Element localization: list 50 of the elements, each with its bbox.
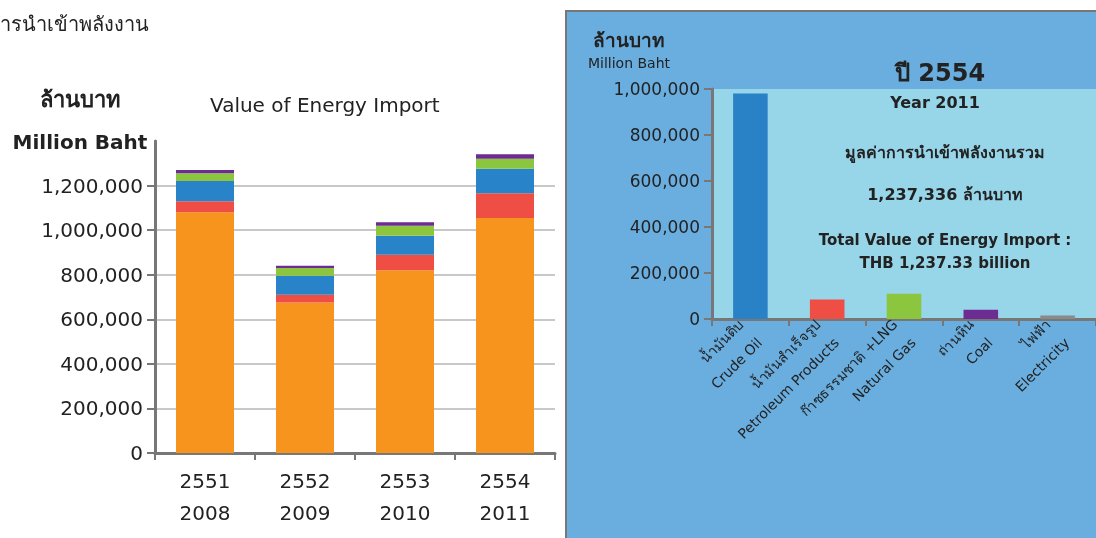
annotation: Total Value of Energy Import : THB 1,237.33 billion — [818, 230, 1072, 272]
bar — [476, 193, 534, 218]
bar — [476, 168, 534, 194]
bar — [176, 212, 234, 453]
annotation: Year 2011 — [889, 92, 980, 112]
y-tick-label: 400,000 — [60, 351, 143, 376]
annotation: 1,237,336 ล้านบาท — [867, 184, 1023, 204]
bar — [376, 235, 434, 255]
y-tick-label: 1,000,000 — [613, 79, 700, 99]
text: ารนำเข้าพลังงาน — [0, 12, 149, 36]
bar — [176, 173, 234, 182]
chart-title: Value of Energy Import — [210, 93, 440, 117]
x-tick-label: 2551 2008 — [179, 469, 231, 525]
bar — [809, 299, 845, 319]
y-tick-label: 1,000,000 — [41, 218, 143, 243]
bar — [176, 181, 234, 202]
y-tick-label: 0 — [130, 441, 143, 465]
bar — [476, 158, 534, 169]
annotation: มูลค่าการนำเข้าพลังงานรวม — [845, 142, 1045, 164]
y-axis-title: ล้านบาท Million Baht — [587, 28, 671, 71]
bar — [886, 293, 922, 319]
bar — [276, 302, 334, 453]
y-tick-label: 800,000 — [629, 125, 700, 145]
x-tick-label: 2554 2011 — [479, 469, 531, 525]
bar — [376, 270, 434, 453]
y-axis-title: ล้านบาท Million Baht — [12, 86, 148, 154]
y-tick-label: 0 — [689, 309, 700, 329]
chart-title: ปี 2554 — [893, 59, 986, 87]
y-tick-label: 1,200,000 — [41, 173, 143, 198]
bar — [176, 169, 234, 174]
bar — [376, 225, 434, 236]
bar — [276, 294, 334, 303]
y-tick-label: 600,000 — [60, 307, 143, 332]
bar — [276, 265, 334, 269]
y-tick-label: 200,000 — [629, 263, 700, 283]
bar — [176, 201, 234, 213]
bar — [276, 275, 334, 295]
bar — [376, 222, 434, 226]
bar — [963, 309, 999, 319]
bar — [476, 154, 534, 159]
bar — [276, 268, 334, 276]
bar — [733, 93, 768, 319]
x-tick-label: 2553 2010 — [379, 469, 431, 525]
bar — [376, 254, 434, 271]
bar — [476, 217, 534, 453]
y-tick-label: 200,000 — [60, 396, 143, 421]
x-tick-label: 2552 2009 — [279, 469, 331, 525]
y-tick-label: 400,000 — [629, 217, 700, 237]
y-tick-label: 600,000 — [629, 171, 700, 191]
y-tick-label: 800,000 — [60, 262, 143, 287]
